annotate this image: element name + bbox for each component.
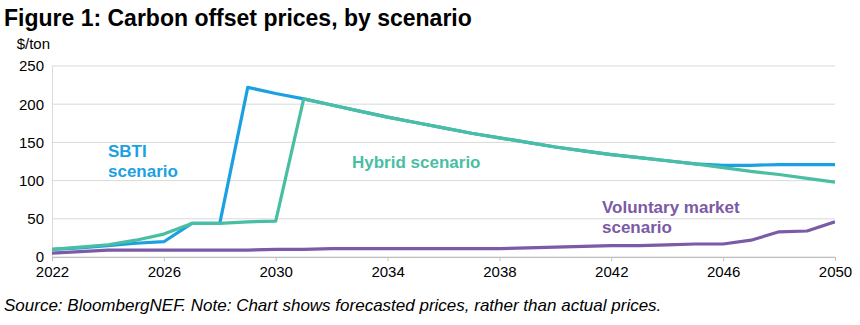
series-line (52, 87, 835, 249)
x-tick-mark (276, 257, 277, 261)
x-tick-mark (611, 257, 612, 261)
x-tick-label: 2026 (148, 263, 181, 280)
x-tick: 2046 (707, 257, 740, 280)
x-tick: 2030 (260, 257, 293, 280)
x-tick-mark (52, 257, 53, 261)
y-tick-label: 150 (19, 134, 44, 151)
y-axis-line (52, 67, 53, 258)
x-tick-label: 2046 (707, 263, 740, 280)
series-label: SBTIscenario (108, 142, 178, 181)
x-tick-label: 2034 (371, 263, 404, 280)
x-tick-mark (723, 257, 724, 261)
y-tick-label: 200 (19, 96, 44, 113)
series-line (52, 99, 835, 250)
y-tick: 200 (19, 96, 52, 113)
y-tick: 250 (19, 57, 52, 74)
x-tick: 2034 (371, 257, 404, 280)
x-tick-mark (164, 257, 165, 261)
x-tick-label: 2050 (819, 263, 852, 280)
x-tick-label: 2030 (260, 263, 293, 280)
x-axis: 2022 2026 2030 2034 2038 2042 2046 2050 (36, 257, 852, 280)
x-tick-mark (499, 257, 500, 261)
x-tick: 2026 (148, 257, 181, 280)
y-tick-label: 250 (19, 57, 44, 74)
y-tick: 150 (19, 134, 52, 151)
x-tick: 2050 (819, 257, 852, 280)
grid (52, 66, 835, 257)
title: Figure 1: Carbon offset prices, by scena… (4, 5, 472, 31)
grid-line (52, 142, 835, 143)
grid-line (52, 218, 835, 219)
x-tick: 2022 (36, 257, 69, 280)
y-tick-label: 100 (19, 172, 44, 189)
series-line (52, 222, 835, 253)
y-axis-label: $/ton (17, 35, 50, 52)
series-label: Hybrid scenario (352, 153, 481, 172)
y-axis: 050100150200250 (19, 57, 53, 265)
y-tick-label: 50 (27, 210, 44, 227)
series-label: Voluntary marketscenario (602, 198, 740, 237)
x-tick: 2038 (483, 257, 516, 280)
grid-line (52, 66, 835, 67)
grid-line (52, 104, 835, 105)
source-note: Source: BloombergNEF. Note: Chart shows … (4, 296, 661, 315)
x-axis-line (53, 258, 836, 262)
y-tick: 50 (27, 210, 52, 227)
x-tick-label: 2042 (595, 263, 628, 280)
x-tick-mark (388, 257, 389, 261)
x-tick-mark (835, 257, 836, 261)
x-tick-label: 2022 (36, 263, 69, 280)
plot-area (52, 87, 835, 253)
x-tick: 2042 (595, 257, 628, 280)
y-tick: 100 (19, 172, 52, 189)
x-tick-label: 2038 (483, 263, 516, 280)
